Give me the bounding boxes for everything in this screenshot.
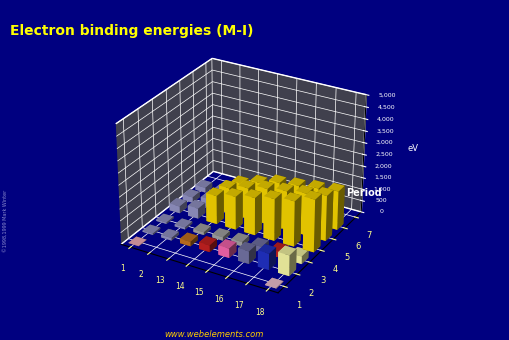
Text: Period: Period (345, 188, 381, 198)
Text: ©1998,1999 Mark Winter: ©1998,1999 Mark Winter (3, 190, 8, 252)
Text: www.webelements.com: www.webelements.com (164, 329, 263, 339)
Text: Electron binding energies (M-I): Electron binding energies (M-I) (10, 24, 253, 38)
